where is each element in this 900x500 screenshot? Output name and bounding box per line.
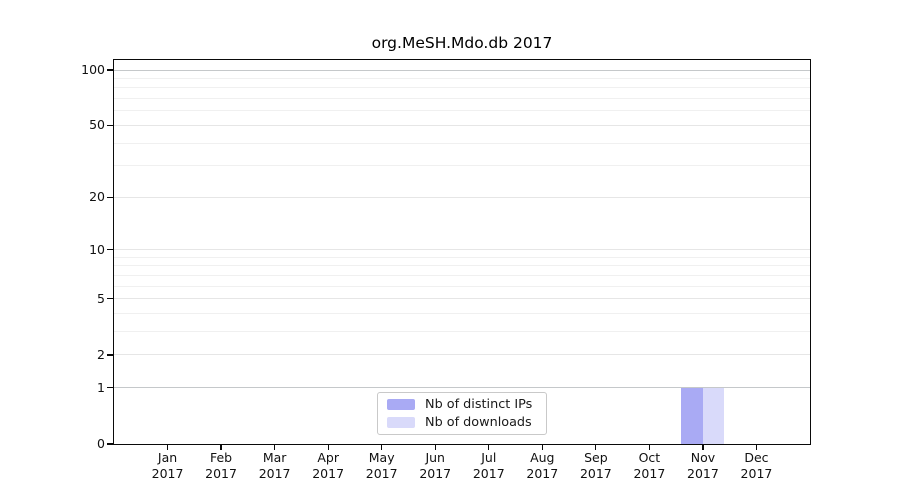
- minor-gridline: [114, 256, 810, 258]
- bar-distinct-ips: [681, 387, 703, 444]
- y-tick-label: 10: [89, 241, 105, 257]
- major-gridline: [114, 387, 810, 389]
- plot-border: [113, 58, 811, 445]
- y-tick-mark: [107, 69, 114, 71]
- x-tick-label: Oct 2017: [633, 450, 666, 481]
- x-tick-mark: [755, 445, 758, 450]
- bar-downloads: [702, 387, 725, 444]
- y-tick-mark: [107, 196, 114, 198]
- minor-gridline: [114, 165, 810, 167]
- x-tick-mark: [220, 445, 222, 450]
- y-tick-label: 0: [97, 436, 105, 451]
- y-tick-label: 1: [97, 379, 105, 395]
- major-gridline: [114, 354, 810, 356]
- minor-gridline: [114, 142, 810, 144]
- y-tick-mark: [107, 249, 114, 251]
- x-tick-label: Mar 2017: [258, 450, 291, 481]
- x-tick-label: Dec 2017: [740, 450, 773, 481]
- minor-gridline: [114, 265, 810, 267]
- x-tick-label: Jun 2017: [419, 450, 452, 481]
- x-tick-mark: [648, 445, 650, 450]
- x-tick-label: Nov 2017: [687, 450, 719, 481]
- minor-gridline: [114, 313, 810, 315]
- major-gridline: [114, 196, 810, 198]
- minor-gridline: [114, 98, 810, 100]
- y-tick-mark: [107, 124, 114, 126]
- minor-gridline: [114, 110, 810, 112]
- x-tick-mark: [488, 445, 490, 450]
- legend: Nb of distinct IPs Nb of downloads: [377, 392, 547, 435]
- x-tick-label: Jan 2017: [151, 450, 184, 481]
- major-gridline: [114, 124, 810, 126]
- x-tick-label: May 2017: [365, 450, 398, 481]
- legend-item: Nb of distinct IPs: [387, 397, 537, 412]
- minor-gridline: [114, 87, 810, 89]
- legend-label: Nb of distinct IPs: [425, 397, 533, 412]
- x-tick-label: Feb 2017: [205, 450, 237, 481]
- x-tick-mark: [166, 445, 169, 450]
- y-tick-label: 5: [97, 290, 105, 306]
- y-tick-mark: [107, 298, 114, 300]
- legend-item: Nb of downloads: [387, 415, 537, 430]
- x-tick-mark: [541, 445, 543, 450]
- legend-swatch-icon: [387, 417, 415, 428]
- major-gridline: [114, 69, 810, 71]
- x-tick-mark: [434, 445, 436, 450]
- major-gridline: [114, 298, 810, 300]
- y-tick-mark: [107, 354, 114, 356]
- minor-gridline: [114, 77, 810, 79]
- x-tick-label: Apr 2017: [312, 450, 345, 481]
- y-tick-mark: [107, 387, 114, 389]
- x-tick-label: Sep 2017: [579, 450, 612, 481]
- y-tick-label: 20: [89, 189, 105, 205]
- legend-label: Nb of downloads: [425, 415, 532, 430]
- x-tick-mark: [702, 445, 704, 450]
- major-gridline: [114, 249, 810, 251]
- x-tick-label: Jul 2017: [472, 450, 505, 481]
- minor-gridline: [114, 331, 810, 333]
- x-tick-mark: [327, 445, 329, 450]
- y-tick-label: 50: [89, 117, 105, 133]
- chart-title: org.MeSH.Mdo.db 2017: [371, 34, 553, 52]
- y-tick-label: 2: [97, 346, 105, 362]
- x-tick-mark: [595, 445, 597, 450]
- x-tick-mark: [274, 445, 276, 450]
- y-tick-label: 100: [81, 62, 105, 77]
- x-tick-label: Aug 2017: [526, 450, 559, 481]
- minor-gridline: [114, 274, 810, 276]
- legend-swatch-icon: [387, 399, 415, 410]
- minor-gridline: [114, 285, 810, 287]
- x-tick-mark: [381, 445, 383, 450]
- y-tick-mark: [107, 443, 114, 445]
